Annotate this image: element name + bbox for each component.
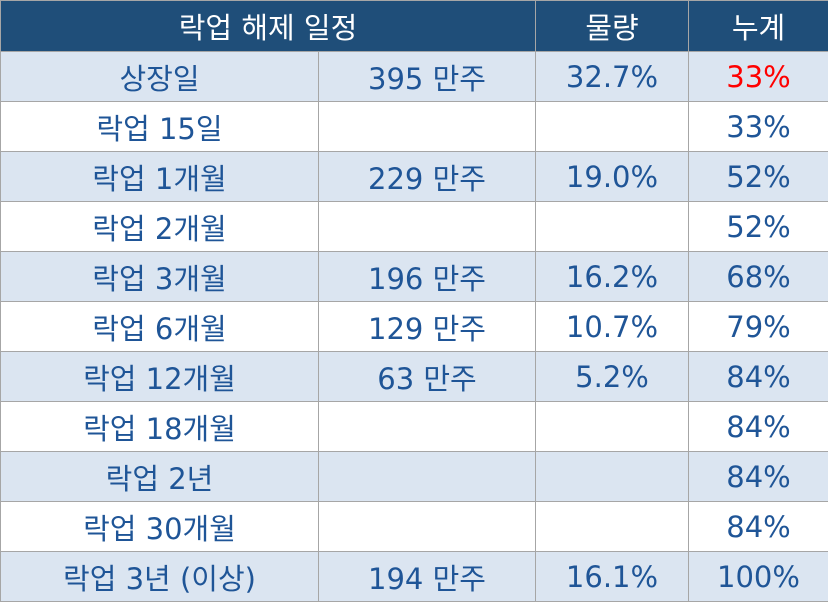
table-cell [319, 502, 536, 552]
header-cell: 락업 해제 일정 [1, 1, 536, 52]
table-cell: 229 만주 [319, 152, 536, 202]
table-cell: 196 만주 [319, 252, 536, 302]
table-cell: 52% [689, 152, 828, 202]
header-cell: 물량 [536, 1, 689, 52]
table-cell: 33% [689, 102, 828, 152]
table-cell: 32.7% [536, 52, 689, 102]
table-cell: 52% [689, 202, 828, 252]
table-cell: 194 만주 [319, 552, 536, 602]
table-cell: 락업 15일 [1, 102, 319, 152]
table-cell: 79% [689, 302, 828, 352]
table-cell [536, 452, 689, 502]
table-row: 락업 2년 84% [1, 452, 828, 502]
table-row: 락업 2개월 52% [1, 202, 828, 252]
table-cell: 락업 2년 [1, 452, 319, 502]
header-cell: 누계 [689, 1, 828, 52]
table-cell [319, 102, 536, 152]
table-cell: 129 만주 [319, 302, 536, 352]
table-cell: 16.2% [536, 252, 689, 302]
table-cell: 68% [689, 252, 828, 302]
table-cell [319, 202, 536, 252]
table-cell: 84% [689, 452, 828, 502]
table-cell: 84% [689, 352, 828, 402]
table-cell: 84% [689, 502, 828, 552]
table-cell: 63 만주 [319, 352, 536, 402]
table-header: 락업 해제 일정 물량 누계 [1, 1, 828, 52]
table-cell [319, 452, 536, 502]
table-cell: 락업 30개월 [1, 502, 319, 552]
table-cell: 16.1% [536, 552, 689, 602]
table-row: 락업 18개월 84% [1, 402, 828, 452]
table-cell: 락업 18개월 [1, 402, 319, 452]
table-cell [319, 402, 536, 452]
header-row: 락업 해제 일정 물량 누계 [1, 1, 828, 52]
table-cell: 락업 6개월 [1, 302, 319, 352]
table-cell [536, 102, 689, 152]
table-cell: 395 만주 [319, 52, 536, 102]
table-cell [536, 402, 689, 452]
table-cell: 33% [689, 52, 828, 102]
table-row: 락업 15일 33% [1, 102, 828, 152]
table-cell: 19.0% [536, 152, 689, 202]
table-row: 락업 30개월 84% [1, 502, 828, 552]
table-cell: 5.2% [536, 352, 689, 402]
table-cell: 락업 1개월 [1, 152, 319, 202]
table-cell: 락업 12개월 [1, 352, 319, 402]
table-cell: 락업 3개월 [1, 252, 319, 302]
table-cell: 락업 3년 (이상) [1, 552, 319, 602]
table-cell: 상장일 [1, 52, 319, 102]
table-cell: 100% [689, 552, 828, 602]
table-cell: 락업 2개월 [1, 202, 319, 252]
table-cell: 84% [689, 402, 828, 452]
table-cell [536, 502, 689, 552]
table-cell [536, 202, 689, 252]
table-cell: 10.7% [536, 302, 689, 352]
